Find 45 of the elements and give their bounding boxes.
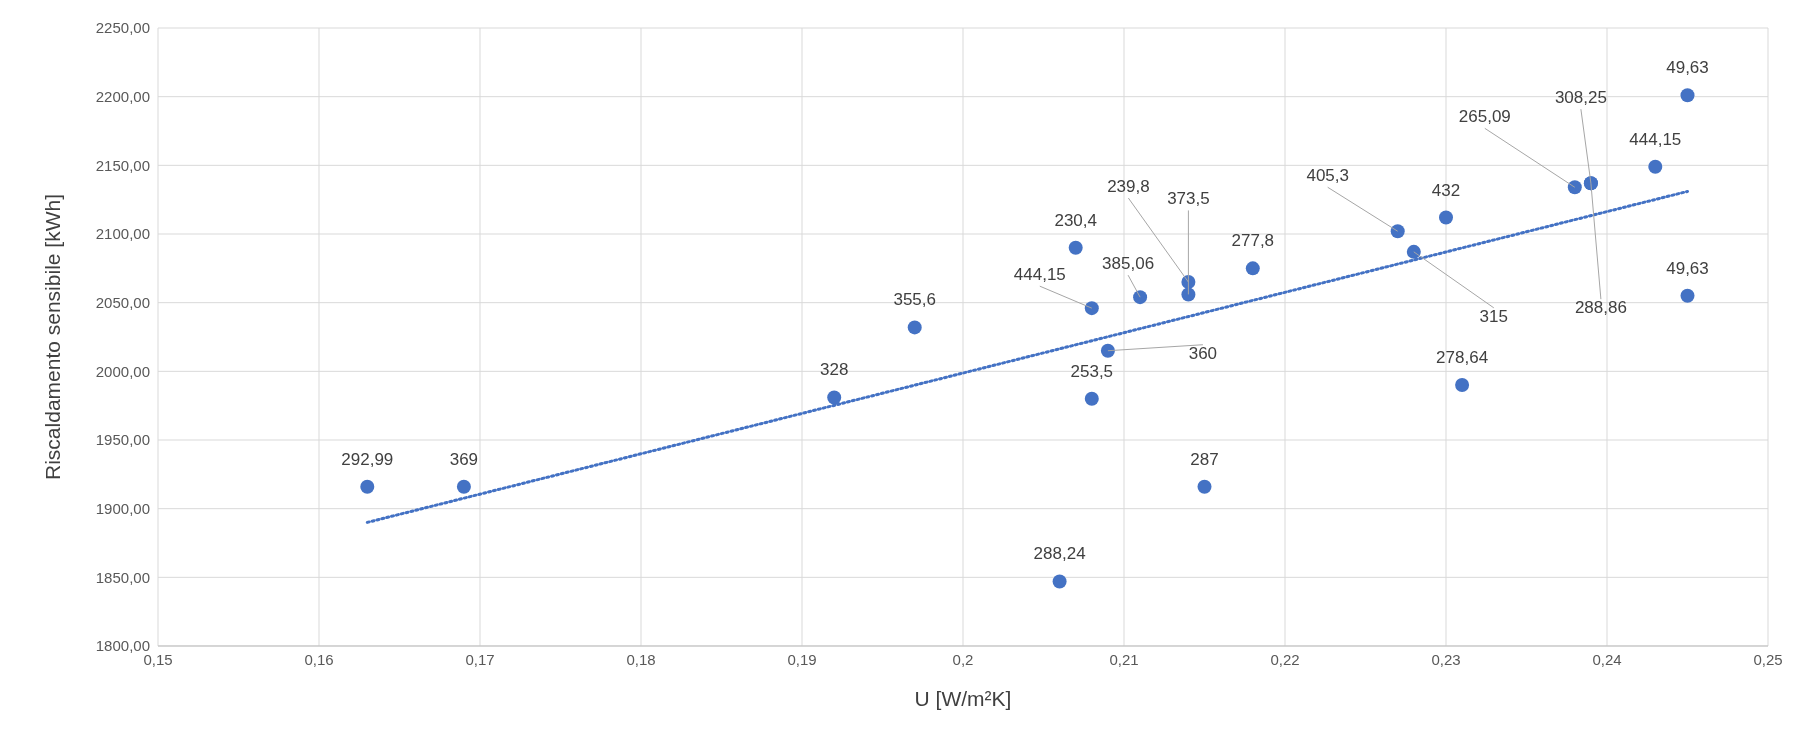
annotation: 288,24: [1033, 544, 1086, 564]
annotation: 385,06: [1102, 254, 1155, 274]
annotation: 444,15: [1629, 129, 1682, 149]
x-tick-label: 0,24: [1592, 650, 1622, 668]
x-tick-label: 0,19: [787, 650, 817, 668]
annotation: 287: [1190, 449, 1219, 469]
y-tick-label: 2250,00: [95, 19, 150, 37]
annotation: 328: [820, 360, 849, 380]
annotation: 265,09: [1458, 107, 1511, 127]
annotation: 405,3: [1306, 166, 1349, 186]
annotation: 278,64: [1436, 348, 1489, 368]
y-tick-label: 1950,00: [95, 431, 150, 449]
y-tick-label: 2200,00: [95, 87, 150, 105]
annotation: 432: [1431, 180, 1461, 200]
annotation: 277,8: [1231, 231, 1275, 251]
x-tick-label: 0,25: [1753, 650, 1783, 668]
annotation: 373,5: [1167, 189, 1210, 209]
annotation: 49,63: [1666, 258, 1709, 278]
y-tick-label: 1900,00: [95, 499, 150, 517]
annotation: 369: [449, 449, 479, 469]
y-axis-title: Riscaldamento sensibile [kWh]: [41, 194, 65, 480]
annotation: 230,4: [1054, 210, 1097, 230]
x-tick-label: 0,2: [952, 650, 974, 668]
x-tick-label: 0,18: [626, 650, 656, 668]
annotation: 444,15: [1013, 265, 1066, 285]
y-tick-label: 2000,00: [95, 362, 150, 380]
y-tick-label: 2150,00: [95, 156, 150, 174]
y-tick-label: 2100,00: [95, 225, 150, 243]
annotation: 308,25: [1554, 88, 1607, 108]
x-tick-label: 0,22: [1270, 650, 1300, 668]
annotation: 292,99: [341, 449, 394, 469]
x-tick-label: 0,16: [304, 650, 334, 668]
annotation: 360: [1188, 343, 1218, 363]
x-tick-label: 0,21: [1109, 650, 1139, 668]
x-tick-label: 0,23: [1431, 650, 1461, 668]
annotation: 253,5: [1070, 361, 1114, 381]
annotation: 315: [1479, 306, 1508, 326]
annotation: 355,6: [893, 290, 936, 310]
annotation: 288,86: [1574, 298, 1627, 318]
y-tick-label: 2050,00: [95, 293, 150, 311]
x-axis-title: U [W/m²K]: [914, 687, 1012, 710]
y-tick-label: 1850,00: [95, 568, 150, 586]
x-tick-label: 0,17: [465, 650, 495, 668]
annotation: 49,63: [1666, 58, 1709, 78]
annotation: 239,8: [1107, 177, 1150, 197]
